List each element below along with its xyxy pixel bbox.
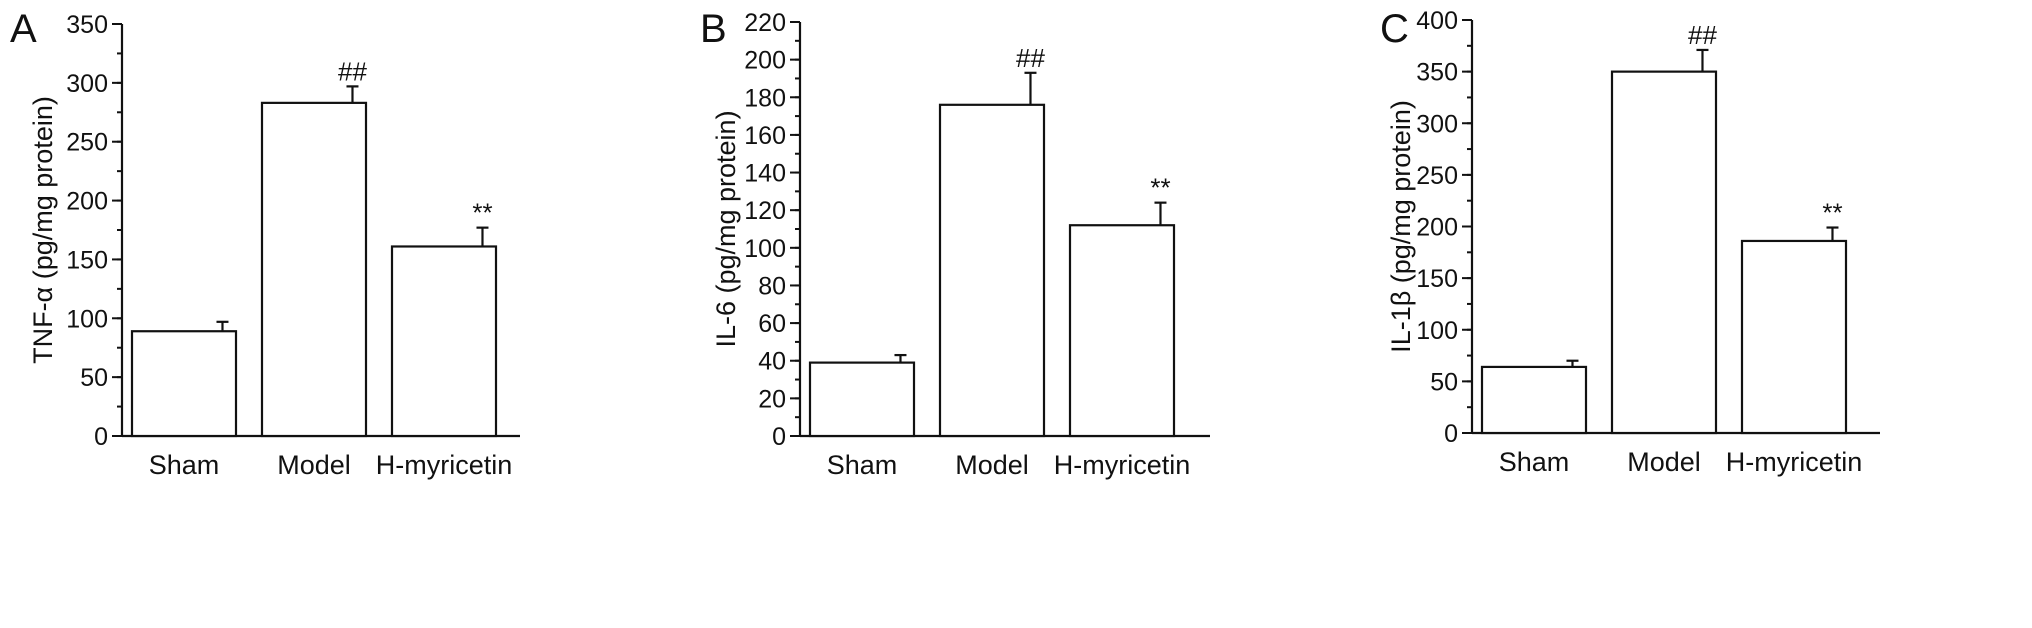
- panel-letter: B: [700, 7, 727, 51]
- significance-label: ##: [1688, 20, 1717, 50]
- y-tick-label: 100: [66, 305, 108, 333]
- y-tick-label: 60: [758, 310, 786, 338]
- y-tick-label: 50: [1430, 368, 1458, 396]
- significance-label: **: [1150, 173, 1170, 203]
- bar-sham: [808, 361, 916, 438]
- y-tick-label: 0: [1444, 420, 1458, 448]
- bar-sham: [130, 330, 238, 438]
- y-axis-label: IL-6 (pg/mg protein): [711, 110, 741, 347]
- y-tick-label: 140: [744, 160, 786, 188]
- bar-h-myricetin: [1740, 239, 1848, 435]
- chart-b-group: B 0 20 40 60 80 100 120 140 160 180 200 220 IL-6 (pg/…: [700, 7, 1210, 480]
- significance-label: **: [1822, 198, 1842, 228]
- x-tick-label: Sham: [1499, 447, 1570, 477]
- significance-label: ##: [1016, 43, 1045, 73]
- y-tick-label: 150: [66, 246, 108, 274]
- x-tick-label: Sham: [827, 450, 898, 480]
- x-tick-label: H-myricetin: [1054, 450, 1191, 480]
- chart-panel-b: B 0 20 40 60 80 100 120 140 160 180 200 220 IL-6 (pg/…: [690, 0, 1370, 623]
- bar-model: [938, 103, 1046, 438]
- y-tick-label: 220: [744, 9, 786, 37]
- y-tick-label: 20: [758, 385, 786, 413]
- chart-a-svg: A 0 50 100 150 200 250 300 350 TNF-α (pg/mg prote…: [10, 7, 520, 480]
- y-axis-label: IL-1β (pg/mg protein): [1386, 100, 1416, 353]
- y-tick-label: 100: [744, 235, 786, 263]
- y-tick-label: 0: [94, 423, 108, 451]
- x-tick-label: H-myricetin: [1726, 447, 1863, 477]
- y-tick-label: 350: [1416, 59, 1458, 87]
- y-tick-label: 180: [744, 84, 786, 112]
- y-tick-label: 200: [744, 47, 786, 75]
- y-axis-label: TNF-α (pg/mg protein): [28, 96, 58, 364]
- y-tick-label: 300: [66, 70, 108, 98]
- y-tick-label: 100: [1416, 317, 1458, 345]
- panel-letter: A: [10, 7, 37, 51]
- y-tick-label: 80: [758, 272, 786, 300]
- panel-letter: C: [1380, 7, 1409, 51]
- y-tick-label: 250: [66, 129, 108, 157]
- x-tick-label: Model: [1627, 447, 1701, 477]
- chart-panel-c: C 0 50 100 150 200 250 300 350 400 IL-1β (pg/mg pr…: [1370, 0, 2032, 623]
- significance-label: **: [472, 198, 492, 228]
- bar-h-myricetin: [390, 245, 498, 438]
- bar-model: [1610, 70, 1718, 435]
- bar-h-myricetin: [1068, 224, 1176, 438]
- y-tick-label: 50: [80, 364, 108, 392]
- y-tick-label: 200: [1416, 214, 1458, 242]
- x-tick-label: H-myricetin: [376, 450, 513, 480]
- x-tick-label: Sham: [149, 450, 220, 480]
- y-tick-label: 300: [1416, 110, 1458, 138]
- chart-c-svg: C 0 50 100 150 200 250 300 350 400 IL-1β (pg/mg pr…: [1380, 7, 1880, 477]
- x-tick-label: Model: [277, 450, 351, 480]
- y-tick-label: 160: [744, 122, 786, 150]
- y-tick-label: 200: [66, 188, 108, 216]
- y-tick-label: 350: [66, 11, 108, 39]
- significance-label: ##: [338, 56, 367, 86]
- y-tick-label: 150: [1416, 265, 1458, 293]
- y-tick-label: 250: [1416, 162, 1458, 190]
- y-tick-label: 120: [744, 197, 786, 225]
- bar-model: [260, 101, 368, 438]
- chart-a-group: A 0 50 100 150 200 250 300 350 TNF-α (pg/mg prote…: [10, 7, 520, 480]
- chart-c-group: C 0 50 100 150 200 250 300 350 400 IL-1β (pg/mg pr…: [1380, 7, 1880, 477]
- y-tick-label: 40: [758, 348, 786, 376]
- y-tick-label: 0: [772, 423, 786, 451]
- chart-panel-a: A 0 50 100 150 200 250 300 350 TNF-α (pg/mg prote…: [0, 0, 690, 623]
- x-tick-label: Model: [955, 450, 1029, 480]
- y-tick-label: 400: [1416, 7, 1458, 35]
- chart-b-svg: B 0 20 40 60 80 100 120 140 160 180 200 220 IL-6 (pg/…: [700, 7, 1210, 480]
- bar-sham: [1480, 365, 1588, 435]
